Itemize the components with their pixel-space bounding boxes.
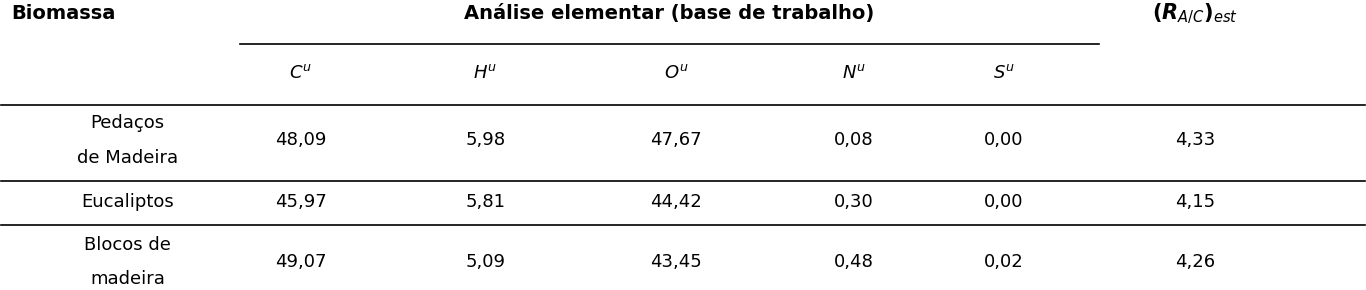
Text: 49,07: 49,07: [275, 253, 326, 271]
Text: 47,67: 47,67: [650, 131, 702, 149]
Text: madeira: madeira: [90, 270, 165, 288]
Text: Análise elementar (base de trabalho): Análise elementar (base de trabalho): [464, 4, 874, 23]
Text: $\mathit{C}^u$: $\mathit{C}^u$: [290, 64, 313, 82]
Text: 4,15: 4,15: [1175, 193, 1214, 211]
Text: $\mathbf{(}{\boldsymbol{R}_{A/C}}\mathbf{)}_{est}$: $\mathbf{(}{\boldsymbol{R}_{A/C}}\mathbf…: [1152, 2, 1238, 26]
Text: 44,42: 44,42: [650, 193, 702, 211]
Text: 5,98: 5,98: [464, 131, 505, 149]
Text: 0,00: 0,00: [984, 131, 1023, 149]
Text: Biomassa: Biomassa: [12, 4, 116, 23]
Text: $\mathit{O}^u$: $\mathit{O}^u$: [664, 64, 688, 82]
Text: 0,02: 0,02: [984, 253, 1023, 271]
Text: 45,97: 45,97: [275, 193, 326, 211]
Text: 48,09: 48,09: [275, 131, 326, 149]
Text: 0,30: 0,30: [833, 193, 873, 211]
Text: 4,33: 4,33: [1175, 131, 1214, 149]
Text: 5,09: 5,09: [466, 253, 505, 271]
Text: $\mathit{S}^u$: $\mathit{S}^u$: [993, 64, 1015, 82]
Text: 5,81: 5,81: [466, 193, 505, 211]
Text: Eucaliptos: Eucaliptos: [81, 193, 173, 211]
Text: $\mathit{H}^u$: $\mathit{H}^u$: [473, 64, 497, 82]
Text: 0,08: 0,08: [833, 131, 873, 149]
Text: Blocos de: Blocos de: [85, 235, 171, 253]
Text: 43,45: 43,45: [650, 253, 702, 271]
Text: 0,48: 0,48: [833, 253, 873, 271]
Text: 4,26: 4,26: [1175, 253, 1214, 271]
Text: 0,00: 0,00: [984, 193, 1023, 211]
Text: de Madeira: de Madeira: [76, 149, 178, 167]
Text: Pedaços: Pedaços: [90, 114, 165, 132]
Text: $\mathit{N}^u$: $\mathit{N}^u$: [841, 64, 866, 82]
